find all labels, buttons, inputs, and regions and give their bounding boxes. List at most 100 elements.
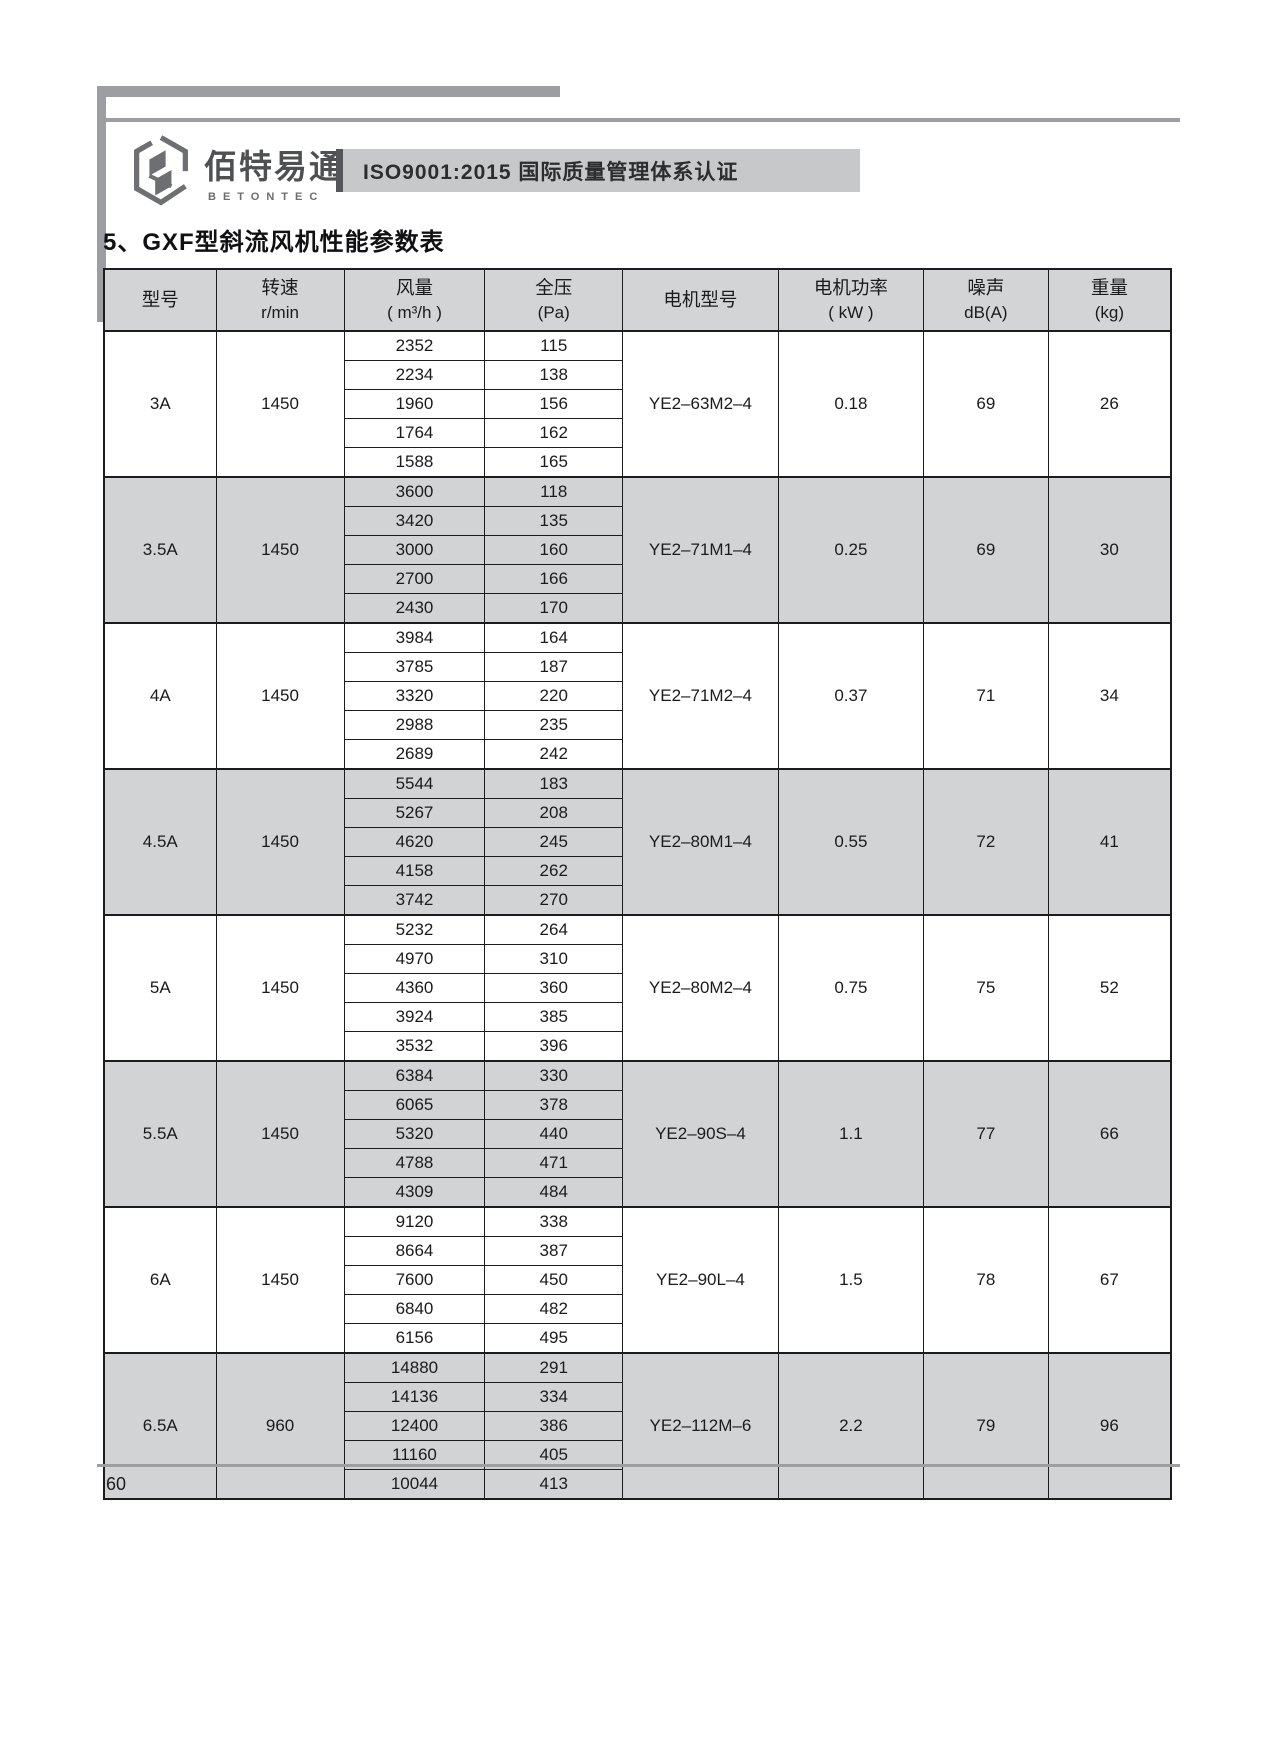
noise-cell: 69	[922, 330, 1049, 478]
flow-cell: 3742	[343, 885, 486, 916]
brand-block: 佰特易通 BETONTEC	[132, 134, 344, 206]
pressure-cell: 385	[484, 1002, 624, 1032]
flow-cell: 3924	[343, 1002, 486, 1032]
flow-cell: 6065	[343, 1090, 486, 1120]
flow-cell: 4360	[343, 973, 486, 1003]
table-row: 4970 310	[104, 944, 1171, 974]
motor-model-cell: YE2–80M1–4	[622, 768, 779, 916]
model-cell: 4A	[103, 622, 217, 770]
column-header-line1: 全压	[535, 277, 573, 298]
column-header: 重量 (kg)	[1047, 268, 1172, 332]
model-cell: 6A	[103, 1206, 217, 1354]
table-row: 3420 135	[104, 506, 1171, 536]
table-row: 3742 270	[104, 885, 1171, 916]
speed-cell: 1450	[215, 768, 345, 916]
flow-cell: 9120	[343, 1206, 486, 1237]
flow-cell: 6384	[343, 1060, 486, 1091]
pressure-cell: 187	[484, 652, 624, 682]
pressure-cell: 495	[484, 1323, 624, 1354]
pressure-cell: 170	[484, 593, 624, 624]
top-accent-bar	[97, 86, 560, 97]
table-row: 4788 471	[104, 1148, 1171, 1178]
table-row: 4158 262	[104, 856, 1171, 886]
pressure-cell: 208	[484, 798, 624, 828]
motor-power-cell: 2.2	[777, 1352, 924, 1500]
pressure-cell: 235	[484, 710, 624, 740]
pressure-cell: 413	[484, 1469, 624, 1500]
flow-cell: 3000	[343, 535, 486, 565]
column-header: 转速 r/min	[215, 268, 345, 332]
column-header-line1: 风量	[395, 277, 433, 298]
pressure-cell: 220	[484, 681, 624, 711]
flow-cell: 6156	[343, 1323, 486, 1354]
header-rule	[97, 118, 1180, 122]
column-header-line2: (kg)	[1094, 303, 1125, 322]
flow-cell: 2988	[343, 710, 486, 740]
table-row: 5320 440	[104, 1119, 1171, 1149]
table-row: 6156 495	[104, 1323, 1171, 1354]
table-row: 10044 413	[104, 1469, 1171, 1500]
motor-model-cell: YE2–80M2–4	[622, 914, 779, 1062]
model-cell: 5A	[103, 914, 217, 1062]
model-cell: 3.5A	[103, 476, 217, 624]
pressure-cell: 450	[484, 1265, 624, 1295]
column-header: 全压 (Pa)	[484, 268, 624, 332]
flow-cell: 2700	[343, 564, 486, 594]
flow-cell: 3984	[343, 622, 486, 653]
table-row: 3785 187	[104, 652, 1171, 682]
speed-cell: 1450	[215, 1206, 345, 1354]
speed-cell: 1450	[215, 476, 345, 624]
pressure-cell: 378	[484, 1090, 624, 1120]
table-row: 2234 138	[104, 360, 1171, 390]
flow-cell: 14880	[343, 1352, 486, 1383]
pressure-cell: 135	[484, 506, 624, 536]
table-row: 8664 387	[104, 1236, 1171, 1266]
flow-cell: 1588	[343, 447, 486, 478]
table-header: 型号 转速 r/min 风量 ( m³/h ) 全压 (Pa) 电机型号 电机功率 ( kW ) 噪…	[103, 268, 1172, 332]
flow-cell: 5267	[343, 798, 486, 828]
flow-cell: 4788	[343, 1148, 486, 1178]
table-header-row: 型号 转速 r/min 风量 ( m³/h ) 全压 (Pa) 电机型号 电机功率 ( kW ) 噪…	[103, 268, 1172, 332]
pressure-cell: 165	[484, 447, 624, 478]
table-row: 5.5A 1450 6384 330 YE2–90S–4 1.1 77 66	[103, 1060, 1172, 1208]
flow-cell: 5544	[343, 768, 486, 799]
pressure-cell: 360	[484, 973, 624, 1003]
pressure-cell: 162	[484, 418, 624, 448]
weight-cell: 66	[1047, 1060, 1172, 1208]
flow-cell: 2430	[343, 593, 486, 624]
pressure-cell: 386	[484, 1411, 624, 1441]
pressure-cell: 118	[484, 476, 624, 507]
column-header: 电机功率 ( kW )	[777, 268, 924, 332]
flow-cell: 10044	[343, 1469, 486, 1500]
table-row: 6A 1450 9120 338 YE2–90L–4 1.5 78 67	[103, 1206, 1172, 1354]
flow-cell: 4620	[343, 827, 486, 857]
flow-cell: 4158	[343, 856, 486, 886]
pressure-cell: 264	[484, 914, 624, 945]
table-row: 4360 360	[104, 973, 1171, 1003]
model-cell: 4.5A	[103, 768, 217, 916]
flow-cell: 2352	[343, 330, 486, 361]
motor-model-cell: YE2–63M2–4	[622, 330, 779, 478]
model-cell: 3A	[103, 330, 217, 478]
pressure-cell: 245	[484, 827, 624, 857]
column-header-line2: ( m³/h )	[387, 303, 442, 322]
pressure-cell: 471	[484, 1148, 624, 1178]
motor-model-cell: YE2–71M2–4	[622, 622, 779, 770]
noise-cell: 75	[922, 914, 1049, 1062]
speed-cell: 960	[215, 1352, 345, 1500]
weight-cell: 41	[1047, 768, 1172, 916]
noise-cell: 79	[922, 1352, 1049, 1500]
column-header-line2: (Pa)	[537, 303, 570, 322]
pressure-cell: 310	[484, 944, 624, 974]
weight-cell: 96	[1047, 1352, 1172, 1500]
flow-cell: 14136	[343, 1382, 486, 1412]
motor-model-cell: YE2–90L–4	[622, 1206, 779, 1354]
model-cell: 5.5A	[103, 1060, 217, 1208]
table-row: 4620 245	[104, 827, 1171, 857]
motor-power-cell: 0.55	[777, 768, 924, 916]
brand-name: 佰特易通	[204, 148, 344, 185]
column-header-line2: r/min	[261, 303, 299, 322]
flow-cell: 4309	[343, 1177, 486, 1208]
flow-cell: 5232	[343, 914, 486, 945]
